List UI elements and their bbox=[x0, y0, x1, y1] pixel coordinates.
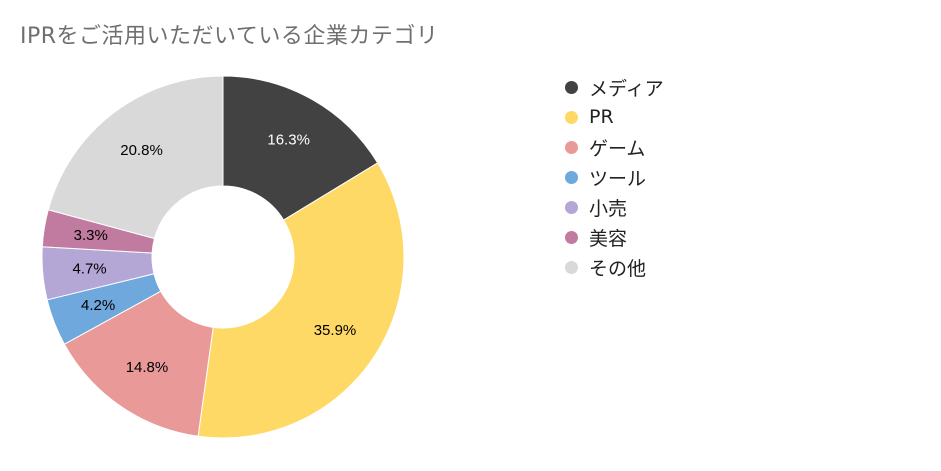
legend-label: 美容 bbox=[589, 227, 628, 250]
slice-7 bbox=[47, 75, 224, 240]
slice-label-4: 4.2% bbox=[81, 297, 115, 314]
legend-item: ツール bbox=[565, 162, 664, 192]
legend-label: その他 bbox=[589, 257, 647, 280]
legend-swatch bbox=[565, 230, 578, 244]
slice-1 bbox=[222, 75, 379, 221]
legend-item: その他 bbox=[565, 252, 664, 282]
slice-label-1: 16.3% bbox=[267, 132, 310, 149]
slice-label-5: 4.7% bbox=[72, 261, 106, 278]
legend-swatch bbox=[565, 260, 578, 274]
labels-group: 16.3% 35.9% 14.8% 4.2% 4.7% 3.3% 20.8% bbox=[72, 132, 356, 376]
slice-label-2: 35.9% bbox=[314, 322, 357, 339]
legend-swatch bbox=[565, 110, 578, 124]
chart-title: IPRをご活用いただいている企業カテゴリ bbox=[20, 24, 439, 49]
legend-swatch bbox=[565, 140, 578, 154]
legend-swatch bbox=[565, 80, 578, 94]
legend-swatch bbox=[565, 200, 578, 214]
slice-label-7: 20.8% bbox=[120, 142, 163, 159]
legend-item: メディア bbox=[565, 72, 664, 102]
slice-label-6: 3.3% bbox=[74, 227, 108, 244]
legend-label: PR bbox=[589, 106, 614, 128]
legend-label: メディア bbox=[589, 77, 664, 100]
slice-2 bbox=[197, 162, 405, 439]
legend-item: 美容 bbox=[565, 222, 664, 252]
slices-group bbox=[41, 75, 405, 439]
slice-label-3: 14.8% bbox=[126, 359, 169, 376]
legend-label: 小売 bbox=[589, 197, 628, 220]
legend: メディア PR ゲームツール小売美容その他 bbox=[565, 72, 664, 282]
legend-item: PR bbox=[565, 102, 664, 132]
legend-label: ゲーム bbox=[589, 137, 646, 160]
slice-3 bbox=[63, 290, 214, 437]
legend-item: ゲーム bbox=[565, 132, 664, 162]
legend-item: 小売 bbox=[565, 192, 664, 222]
legend-swatch bbox=[565, 170, 578, 184]
legend-label: ツール bbox=[589, 167, 647, 190]
